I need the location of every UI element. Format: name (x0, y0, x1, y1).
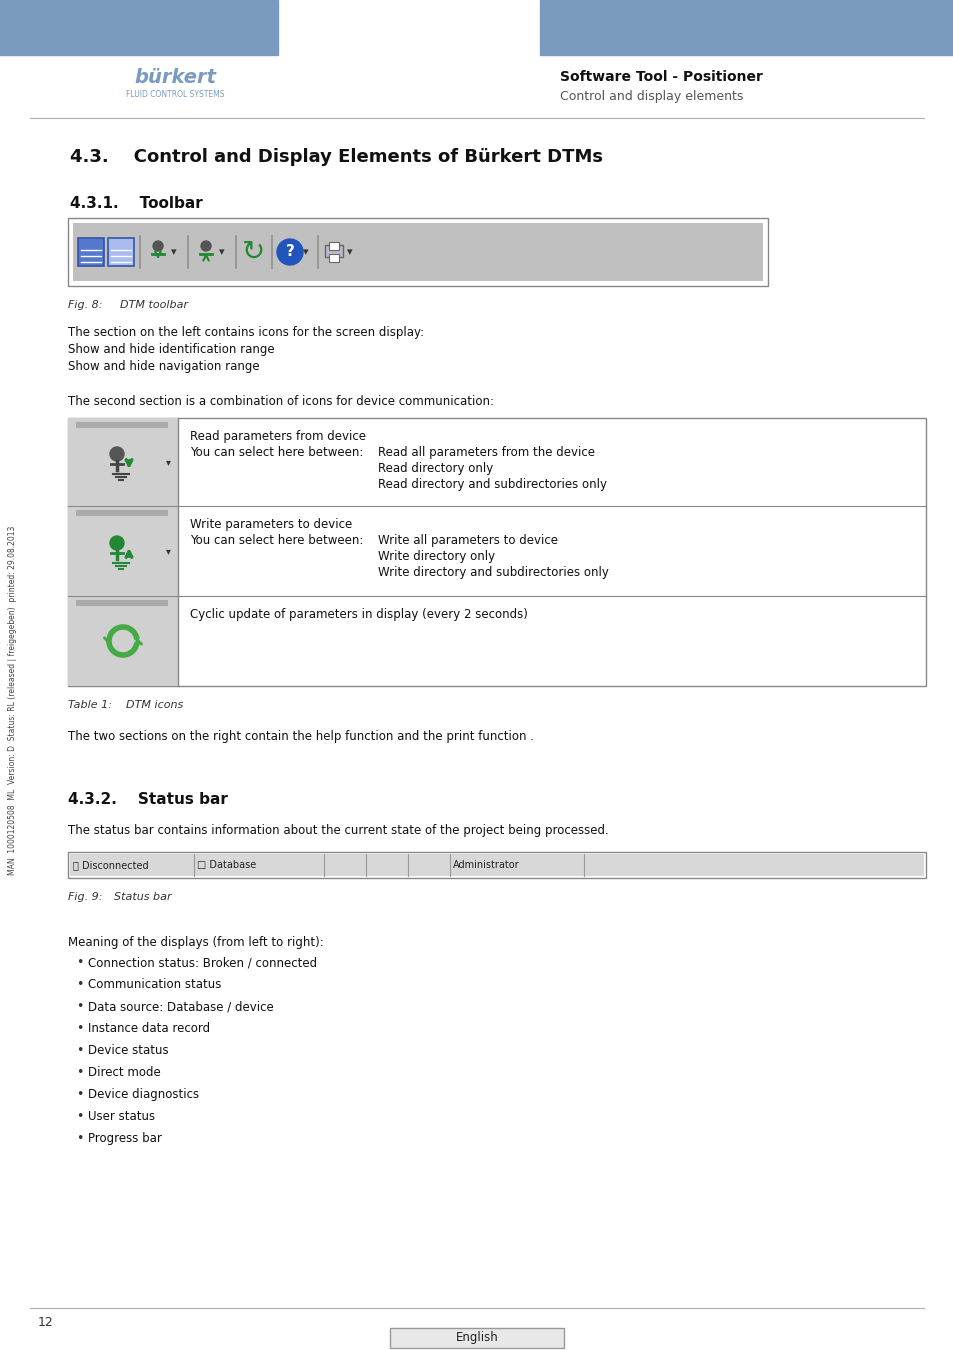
Bar (68, 418, 925, 686)
Text: Data source: Database / device: Data source: Database / device (88, 1000, 274, 1012)
Text: Connection status: Broken / connected: Connection status: Broken / connected (88, 956, 316, 969)
Text: Write parameters to device: Write parameters to device (190, 518, 352, 531)
Text: 12: 12 (38, 1316, 53, 1328)
Circle shape (110, 447, 124, 460)
Text: ?: ? (285, 244, 294, 259)
Bar (68, 852, 925, 878)
Text: •: • (76, 1044, 83, 1057)
Text: DTM toolbar: DTM toolbar (120, 300, 188, 310)
Text: Instance data record: Instance data record (88, 1022, 210, 1035)
Bar (390, 1328, 563, 1349)
Bar (146, 238, 178, 266)
Text: ▾: ▾ (166, 545, 171, 556)
Circle shape (110, 536, 124, 549)
Text: ▾: ▾ (171, 247, 176, 256)
Circle shape (152, 242, 163, 251)
Text: ▾: ▾ (166, 458, 171, 467)
Bar (78, 238, 104, 266)
Text: ▾: ▾ (303, 247, 309, 256)
Text: Fig. 9:: Fig. 9: (68, 892, 102, 902)
Text: DTM icons: DTM icons (126, 701, 183, 710)
Text: The two sections on the right contain the help function and the print function .: The two sections on the right contain th… (68, 730, 534, 742)
Circle shape (276, 239, 303, 265)
Bar (0, 0, 277, 55)
Bar (76, 423, 168, 428)
Bar (108, 238, 133, 266)
Text: Direct mode: Direct mode (88, 1066, 161, 1079)
Text: Progress bar: Progress bar (88, 1133, 162, 1145)
Text: User status: User status (88, 1110, 155, 1123)
Text: Device status: Device status (88, 1044, 169, 1057)
Bar (68, 595, 178, 686)
Text: FLUID CONTROL SYSTEMS: FLUID CONTROL SYSTEMS (126, 90, 224, 99)
Text: •: • (76, 1022, 83, 1035)
Text: You can select here between:: You can select here between: (190, 446, 363, 459)
Text: bürkert: bürkert (133, 68, 215, 86)
Text: •: • (76, 1088, 83, 1102)
Text: Device diagnostics: Device diagnostics (88, 1088, 199, 1102)
Text: Communication status: Communication status (88, 977, 221, 991)
Text: Control and display elements: Control and display elements (559, 90, 742, 103)
Bar (329, 242, 338, 250)
Bar (539, 0, 953, 55)
Text: •: • (76, 1000, 83, 1012)
Bar (76, 599, 168, 606)
Text: Fig. 8:: Fig. 8: (68, 300, 102, 310)
Text: •: • (76, 1066, 83, 1079)
Text: Table 1:: Table 1: (68, 701, 112, 710)
Text: You can select here between:: You can select here between: (190, 535, 363, 547)
Bar (193, 238, 226, 266)
Text: Show and hide navigation range: Show and hide navigation range (68, 360, 259, 373)
Text: Write directory and subdirectories only: Write directory and subdirectories only (377, 566, 608, 579)
Bar (68, 418, 178, 506)
Text: Read directory and subdirectories only: Read directory and subdirectories only (377, 478, 606, 491)
Text: Read directory only: Read directory only (377, 462, 493, 475)
Text: Meaning of the displays (from left to right):: Meaning of the displays (from left to ri… (68, 936, 323, 949)
Text: •: • (76, 956, 83, 969)
Circle shape (201, 242, 211, 251)
Bar (70, 855, 923, 876)
Bar (76, 510, 168, 516)
Text: 4.3.    Control and Display Elements of Bürkert DTMs: 4.3. Control and Display Elements of Bür… (70, 148, 602, 166)
Bar (68, 217, 767, 286)
Text: The section on the left contains icons for the screen display:: The section on the left contains icons f… (68, 325, 424, 339)
Text: 4.3.1.    Toolbar: 4.3.1. Toolbar (70, 196, 203, 211)
Text: ▾: ▾ (347, 247, 353, 256)
Text: ⭕ Disconnected: ⭕ Disconnected (73, 860, 149, 869)
Text: Write directory only: Write directory only (377, 549, 495, 563)
Text: ↻: ↻ (242, 238, 265, 266)
Bar (325, 244, 343, 256)
Text: Show and hide identification range: Show and hide identification range (68, 343, 274, 356)
Text: Read parameters from device: Read parameters from device (190, 431, 366, 443)
Text: Administrator: Administrator (453, 860, 519, 869)
Text: •: • (76, 1133, 83, 1145)
Bar (68, 506, 178, 595)
Text: MAN  1000120508  ML  Version: D  Status: RL (released | freigegeben)  printed: 2: MAN 1000120508 ML Version: D Status: RL … (9, 525, 17, 875)
Text: Read all parameters from the device: Read all parameters from the device (377, 446, 595, 459)
Text: •: • (76, 1110, 83, 1123)
Text: Cyclic update of parameters in display (every 2 seconds): Cyclic update of parameters in display (… (190, 608, 527, 621)
Text: □ Database: □ Database (196, 860, 256, 869)
Text: The status bar contains information about the current state of the project being: The status bar contains information abou… (68, 824, 608, 837)
Text: Software Tool - Positioner: Software Tool - Positioner (559, 70, 762, 84)
Text: 4.3.2.    Status bar: 4.3.2. Status bar (68, 792, 228, 807)
Text: Status bar: Status bar (113, 892, 172, 902)
Bar (73, 223, 762, 281)
Bar (329, 254, 338, 262)
Text: ▾: ▾ (219, 247, 225, 256)
Text: •: • (76, 977, 83, 991)
Text: Write all parameters to device: Write all parameters to device (377, 535, 558, 547)
Text: English: English (456, 1331, 497, 1345)
Text: The second section is a combination of icons for device communication:: The second section is a combination of i… (68, 396, 494, 408)
